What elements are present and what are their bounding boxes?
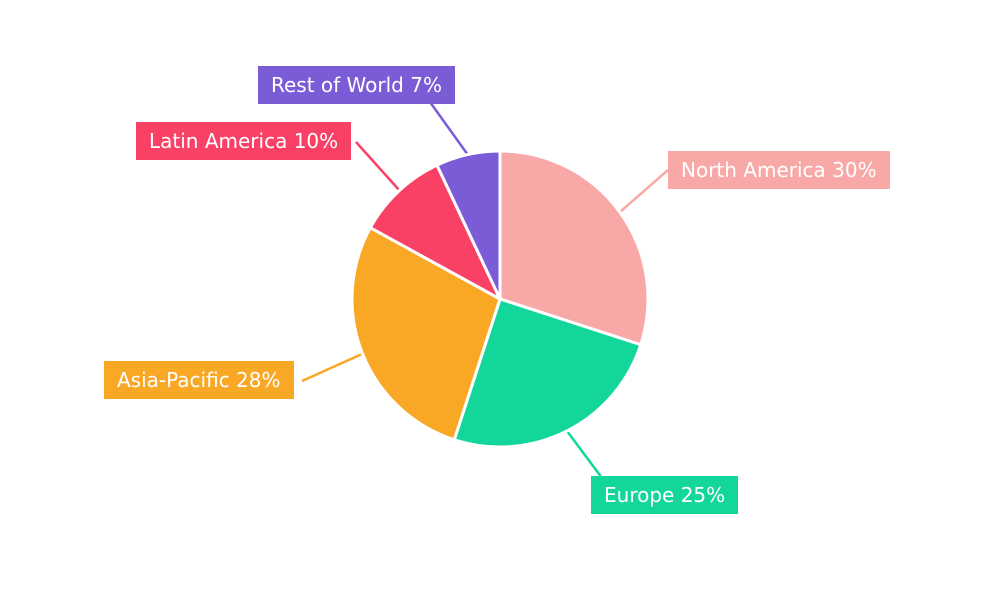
pie-slice-latin-america xyxy=(368,163,502,301)
pie-slice-rest-of-world xyxy=(435,149,502,301)
leader-line-asia-pacific xyxy=(301,352,363,383)
leader-line-rest-of-world xyxy=(428,101,470,156)
leader-line-latin-america xyxy=(355,141,401,192)
pie-slice-asia-pacific xyxy=(350,226,502,442)
pie-slice-north-america xyxy=(498,149,650,347)
leader-line-europe xyxy=(565,430,604,479)
pie-slice-europe xyxy=(452,297,643,449)
leader-line-north-america xyxy=(619,169,669,213)
